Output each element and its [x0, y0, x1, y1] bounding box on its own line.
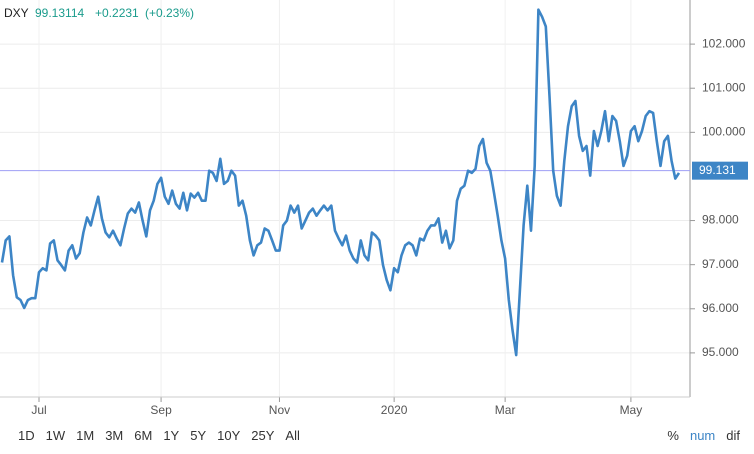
range-button[interactable]: 1Y [163, 428, 180, 443]
last-price-tag [692, 161, 748, 180]
mode-button[interactable]: % [667, 428, 679, 443]
toolbar: 1D 1W 1M 3M 6M 1Y 5Y 10Y 25Y All % num dif [0, 424, 754, 448]
range-button[interactable]: 3M [105, 428, 124, 443]
range-buttons: 1D 1W 1M 3M 6M 1Y 5Y 10Y 25Y All [18, 428, 311, 443]
x-tick-label: Jul [31, 403, 46, 417]
y-tick-label: 97.000 [702, 257, 739, 271]
y-tick-label: 95.000 [702, 345, 739, 359]
range-button[interactable]: All [285, 428, 300, 443]
last-price-label: 99.131 [699, 163, 736, 177]
y-tick-label: 98.000 [702, 213, 739, 227]
range-button[interactable]: 1W [45, 428, 66, 443]
x-tick-label: Sep [150, 403, 172, 417]
change: +0.2231 [95, 6, 139, 20]
symbol: DXY [4, 6, 29, 20]
range-button[interactable]: 1M [76, 428, 95, 443]
y-tick-label: 96.000 [702, 301, 739, 315]
x-tick-label: Nov [269, 403, 290, 417]
mode-button[interactable]: dif [726, 428, 740, 443]
mode-button[interactable]: num [689, 428, 716, 443]
y-tick-label: 101.000 [702, 80, 746, 94]
x-tick-label: May [620, 403, 643, 417]
y-tick-label: 100.000 [702, 125, 746, 139]
grid [0, 0, 690, 397]
price: 99.13114 [35, 6, 84, 20]
change-percent: (+0.23%) [145, 6, 194, 20]
range-button[interactable]: 25Y [251, 428, 275, 443]
range-button[interactable]: 1D [18, 428, 35, 443]
x-tick-label: 2020 [381, 403, 408, 417]
price-line [0, 8, 681, 357]
x-tick-label: Mar [495, 403, 516, 417]
chart: DXY 99.13114 +0.2231 (+0.23%) 95.000 96.0… [0, 0, 748, 417]
mode-buttons: % num dif [656, 428, 740, 443]
range-button[interactable]: 5Y [190, 428, 207, 443]
range-button[interactable]: 6M [134, 428, 153, 443]
y-tick-label: 102.000 [702, 36, 746, 50]
range-button[interactable]: 10Y [217, 428, 241, 443]
